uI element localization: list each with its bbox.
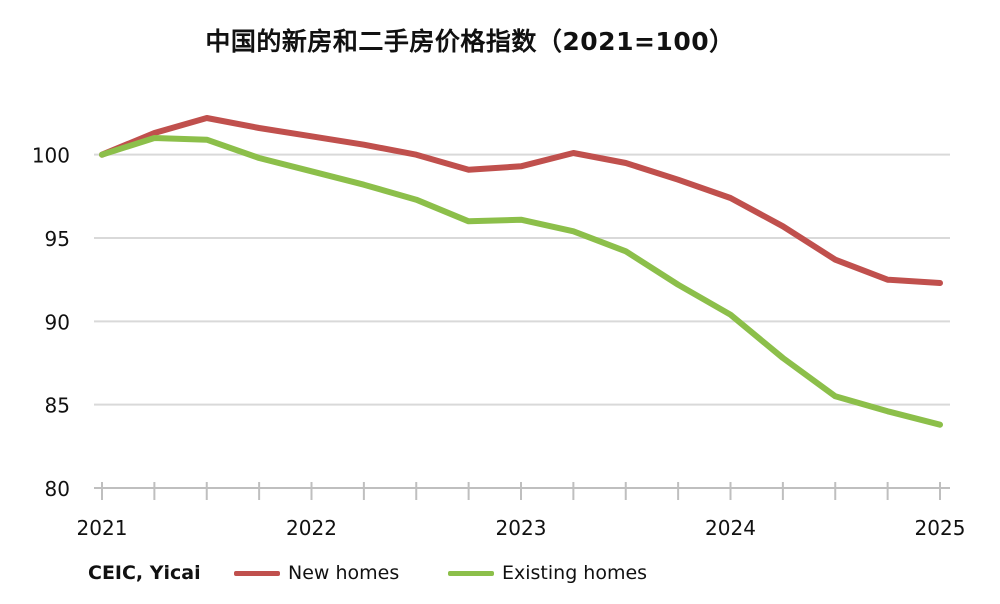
y-tick-label-100: 100 (32, 144, 70, 168)
y-tick-label-85: 85 (45, 394, 70, 418)
x-tick-label-2025: 2025 (915, 516, 966, 540)
legend-item-existing-homes: Existing homes (448, 562, 647, 584)
series-line-new-homes (99, 115, 943, 286)
x-tick-label-2024: 2024 (705, 516, 756, 540)
series-line-existing-homes (99, 135, 943, 428)
source-label: CEIC, Yicai (88, 562, 201, 584)
y-tick-label-95: 95 (45, 227, 70, 251)
legend-label-new-homes: New homes (288, 562, 400, 584)
legend-item-new-homes: New homes (234, 562, 399, 584)
x-tick-label-2022: 2022 (286, 516, 337, 540)
x-tick-label-2021: 2021 (77, 516, 128, 540)
legend: CEIC, Yicai New homes Existing homes (0, 560, 1000, 590)
x-tick-label-2023: 2023 (496, 516, 547, 540)
chart-title: 中国的新房和二手房价格指数（2021=100） (205, 27, 735, 56)
legend-swatch-new-homes (234, 570, 280, 576)
legend-swatch-existing-homes (448, 570, 494, 576)
y-tick-label-80: 80 (45, 477, 70, 501)
y-tick-label-90: 90 (45, 310, 70, 334)
legend-label-existing-homes: Existing homes (502, 562, 648, 584)
